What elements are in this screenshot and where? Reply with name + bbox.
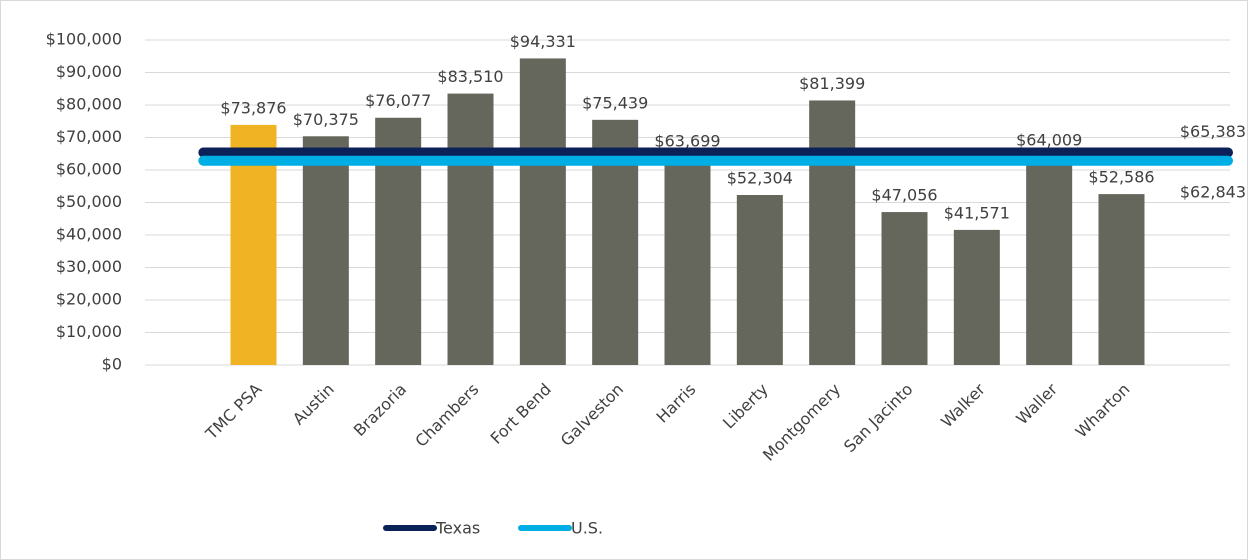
bar: [302, 136, 349, 365]
data-label: $70,375: [293, 110, 359, 129]
bar: [736, 195, 783, 365]
legend-label: U.S.: [571, 519, 603, 538]
data-label: $76,077: [365, 91, 431, 110]
bar: [881, 212, 928, 365]
data-label: $75,439: [582, 93, 648, 112]
data-label: $47,056: [871, 186, 937, 205]
y-tick-label: $0: [102, 355, 122, 374]
data-label: $81,399: [799, 74, 865, 93]
y-tick-label: $40,000: [56, 225, 122, 244]
y-tick-label: $100,000: [46, 30, 122, 49]
bar: [809, 100, 856, 365]
bar: [1026, 156, 1073, 365]
bar: [447, 93, 494, 365]
data-label: $52,586: [1088, 168, 1154, 187]
data-label: $52,304: [727, 169, 793, 188]
y-tick-label: $90,000: [56, 62, 122, 81]
data-label: $41,571: [944, 203, 1010, 222]
y-tick-label: $60,000: [56, 160, 122, 179]
bar: [953, 229, 1000, 365]
y-tick-label: $50,000: [56, 192, 122, 211]
y-tick-label: $20,000: [56, 290, 122, 309]
y-tick-label: $70,000: [56, 127, 122, 146]
y-tick-label: $10,000: [56, 322, 122, 341]
line-label: $65,383: [1180, 122, 1246, 141]
bar: [1098, 194, 1145, 365]
data-label: $63,699: [654, 131, 720, 150]
line-label: $62,843: [1180, 182, 1246, 201]
legend-label: Texas: [435, 519, 480, 538]
y-tick-label: $30,000: [56, 257, 122, 276]
bar: [664, 157, 711, 365]
data-label: $64,009: [1016, 130, 1082, 149]
data-label: $94,331: [510, 32, 576, 51]
y-tick-label: $80,000: [56, 95, 122, 114]
data-label: $83,510: [437, 67, 503, 86]
bar: [519, 58, 566, 365]
data-label: $73,876: [220, 98, 286, 117]
